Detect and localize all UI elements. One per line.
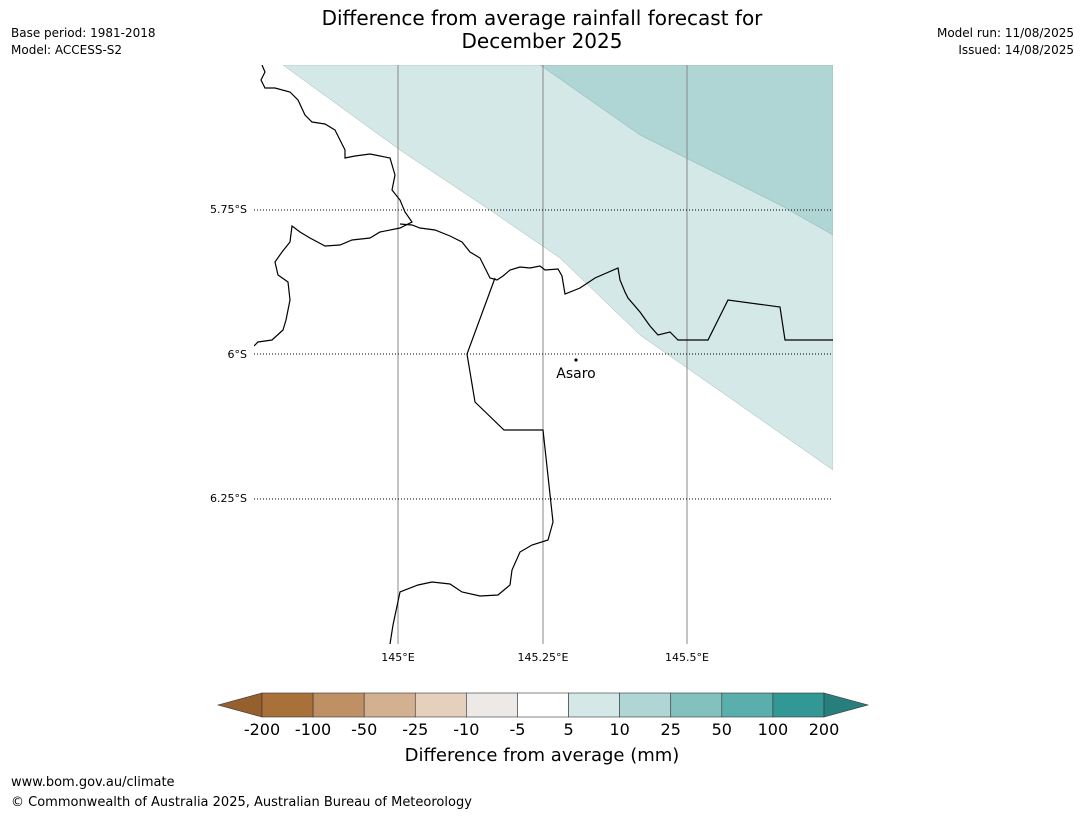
colour-bar-tick-label: 200 xyxy=(809,720,840,739)
colour-bar-bin xyxy=(568,692,620,718)
model-run-text: Model run: 11/08/2025 xyxy=(936,26,1074,40)
town-marker xyxy=(574,358,578,362)
colour-bar-bin xyxy=(670,692,723,718)
boundaries xyxy=(254,65,833,644)
colour-bar-tick-label: 10 xyxy=(609,720,629,739)
page-title: Difference from average rainfall forecas… xyxy=(242,7,842,53)
colour-bar-bin xyxy=(414,692,467,718)
colour-bar-bin xyxy=(312,692,365,718)
footer-url[interactable]: www.bom.gov.au/climate xyxy=(11,775,175,790)
town-label: Asaro xyxy=(556,366,595,382)
colour-bar-tick-label: -200 xyxy=(244,720,280,739)
colour-bar-tick-label: -50 xyxy=(351,720,377,739)
header-meta-right: Model run: 11/08/2025 Issued: 14/08/2025 xyxy=(937,25,1074,59)
lon-label-145-25: 145.25°E xyxy=(518,651,569,664)
colour-bar-bin xyxy=(619,692,672,718)
colour-bar-under-arrow xyxy=(216,692,263,718)
colour-bar-tick-label: -5 xyxy=(509,720,525,739)
model-text: Model: ACCESS-S2 xyxy=(11,43,123,57)
colour-bar-bin xyxy=(721,692,774,718)
lon-label-145-5: 145.5°E xyxy=(665,651,709,664)
colour-bar-over-arrow xyxy=(823,692,870,718)
colour-bar-tick-label: 100 xyxy=(758,720,789,739)
boundary-south xyxy=(389,277,554,644)
colour-bar-bin xyxy=(772,692,825,718)
lat-label-6-25: 6.25°S xyxy=(210,492,247,505)
colour-bar: -200 -100 -50 -25 -10 -5 5 10 25 50 100 200 xyxy=(216,692,870,739)
colour-bar-bin xyxy=(261,692,314,718)
colour-bar-bin xyxy=(466,692,518,718)
base-period-text: Base period: 1981-2018 xyxy=(11,26,156,40)
boundary-central xyxy=(399,223,833,341)
colour-bar-tick-label: -10 xyxy=(453,720,479,739)
colour-bar-tick-label: 25 xyxy=(661,720,681,739)
colour-bar-tick-label: 50 xyxy=(712,720,732,739)
title-line-1: Difference from average rainfall forecas… xyxy=(321,6,763,30)
lat-label-6: 6°S xyxy=(228,348,247,361)
colour-bar-bin xyxy=(517,692,569,718)
issued-text: Issued: 14/08/2025 xyxy=(958,43,1074,57)
colour-bar-title: Difference from average (mm) xyxy=(404,745,680,766)
title-line-2: December 2025 xyxy=(461,29,623,53)
colour-bar-bin xyxy=(363,692,416,718)
colour-bar-tick-label: -25 xyxy=(402,720,428,739)
header-meta-left: Base period: 1981-2018 Model: ACCESS-S2 xyxy=(11,25,156,59)
footer-copyright: © Commonwealth of Australia 2025, Austra… xyxy=(11,795,472,810)
colour-bar-tick-label: 5 xyxy=(563,720,573,739)
band-5-10mm xyxy=(282,65,833,471)
lon-label-145: 145°E xyxy=(381,651,414,664)
forecast-shading xyxy=(282,65,833,471)
colour-bar-tick-label: -100 xyxy=(295,720,331,739)
parallel-lines xyxy=(254,209,833,500)
boundary-north xyxy=(254,65,413,347)
lat-label-5-75: 5.75°S xyxy=(210,203,247,216)
